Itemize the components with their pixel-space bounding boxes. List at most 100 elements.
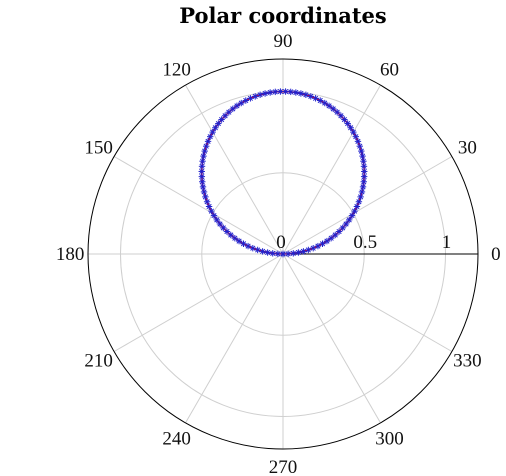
data-point-marker xyxy=(314,242,322,250)
data-point-marker xyxy=(269,250,276,257)
data-point-marker xyxy=(208,207,215,215)
data-point-marker xyxy=(321,99,328,107)
data-point-marker xyxy=(305,246,312,254)
data-point-marker xyxy=(249,244,257,252)
data-point-marker xyxy=(204,138,212,145)
data-point-marker xyxy=(300,248,307,255)
theta-grid-spoke xyxy=(113,253,284,352)
data-point-marker xyxy=(342,220,350,228)
data-point-marker xyxy=(327,234,335,242)
theta-grid-spoke xyxy=(185,253,284,424)
data-point-marker xyxy=(252,93,259,100)
data-point-marker xyxy=(272,88,279,96)
data-point-marker xyxy=(266,89,274,96)
data-point-marker xyxy=(242,97,249,104)
data-point-marker xyxy=(344,120,351,127)
data-point-marker xyxy=(357,193,364,201)
data-point-marker xyxy=(244,242,252,250)
theta-tick-label: 240 xyxy=(162,428,191,449)
theta-grid-spoke xyxy=(185,84,284,255)
theta-tick-label: 60 xyxy=(380,60,399,81)
data-point-marker xyxy=(360,157,367,165)
data-point-marker xyxy=(312,95,319,102)
theta-grid-spoke xyxy=(282,84,381,255)
r-tick-label: 0 xyxy=(276,232,286,253)
data-point-marker xyxy=(247,95,254,102)
theta-tick-label: 180 xyxy=(56,244,85,265)
data-point-marker xyxy=(317,97,324,104)
data-point-marker xyxy=(348,212,356,219)
data-point-marker xyxy=(359,152,366,160)
data-point-marker xyxy=(220,224,227,232)
data-point-marker xyxy=(215,120,222,127)
data-point-marker xyxy=(290,250,297,257)
theta-tick-label: 150 xyxy=(84,138,113,159)
data-point-marker xyxy=(218,116,225,123)
data-point-marker xyxy=(212,124,219,131)
data-point-marker xyxy=(254,246,261,254)
outer-boundary xyxy=(87,58,479,450)
data-point-marker xyxy=(264,249,271,256)
series-layer xyxy=(198,88,368,258)
data-point-marker xyxy=(310,244,317,252)
theta-tick-label: 270 xyxy=(269,457,298,476)
data-point-marker xyxy=(259,248,266,255)
data-point-marker xyxy=(359,183,367,191)
data-point-marker xyxy=(238,99,245,107)
theta-grid-spoke xyxy=(113,156,284,255)
theta-tick-label: 0 xyxy=(491,244,501,265)
data-point-marker xyxy=(325,102,333,110)
r-tick-label: 0.5 xyxy=(353,232,377,253)
data-point-marker xyxy=(352,133,359,140)
data-point-marker xyxy=(355,198,363,205)
theta-grid-spoke xyxy=(282,253,381,424)
data-point-marker xyxy=(200,188,208,196)
data-point-marker xyxy=(205,203,213,210)
data-point-marker xyxy=(302,91,310,98)
data-point-marker xyxy=(350,128,357,136)
data-point-marker xyxy=(347,124,354,131)
data-point-marker xyxy=(345,216,353,224)
theta-grid-spoke xyxy=(282,253,453,352)
data-point-marker xyxy=(201,147,208,155)
data-point-marker xyxy=(210,212,218,219)
data-point-marker xyxy=(295,249,302,256)
theta-tick-label: 330 xyxy=(453,350,482,371)
data-point-marker xyxy=(261,90,269,97)
theta-tick-label: 120 xyxy=(162,60,191,81)
data-point-marker xyxy=(231,234,239,242)
data-point-marker xyxy=(227,231,234,239)
data-point-marker xyxy=(199,178,206,185)
theta-tick-label: 30 xyxy=(458,138,477,159)
data-point-marker xyxy=(209,128,216,136)
data-point-marker xyxy=(200,152,207,160)
data-point-marker xyxy=(351,207,358,215)
data-point-marker xyxy=(279,250,287,258)
data-point-marker xyxy=(360,173,368,180)
tick-labels: 0 30 60 90 120 150 180 210 240 270 300 330 0 0.5 1 xyxy=(56,31,501,476)
data-point-marker xyxy=(206,133,214,140)
theta-tick-label: 210 xyxy=(84,350,113,371)
data-point-marker xyxy=(358,188,366,196)
data-point-marker xyxy=(235,237,243,245)
r-tick-label: 1 xyxy=(442,232,452,253)
data-point-marker xyxy=(256,91,264,98)
data-point-marker xyxy=(307,93,314,100)
data-point-marker xyxy=(297,90,305,97)
data-point-marker xyxy=(356,142,363,150)
data-point-marker xyxy=(202,193,209,201)
data-point-marker xyxy=(358,147,365,155)
data-point-marker xyxy=(319,240,326,247)
data-point-marker xyxy=(292,89,300,96)
data-point-marker xyxy=(353,203,361,210)
data-point-marker xyxy=(360,163,368,170)
chart-title: Polar coordinates xyxy=(179,3,386,28)
data-point-marker xyxy=(199,157,206,165)
data-point-marker xyxy=(203,142,210,150)
theta-tick-label: 300 xyxy=(375,428,404,449)
theta-tick-label: 90 xyxy=(274,31,293,52)
data-point-marker xyxy=(233,102,241,110)
data-point-marker xyxy=(213,216,221,224)
data-point-marker xyxy=(199,183,207,191)
